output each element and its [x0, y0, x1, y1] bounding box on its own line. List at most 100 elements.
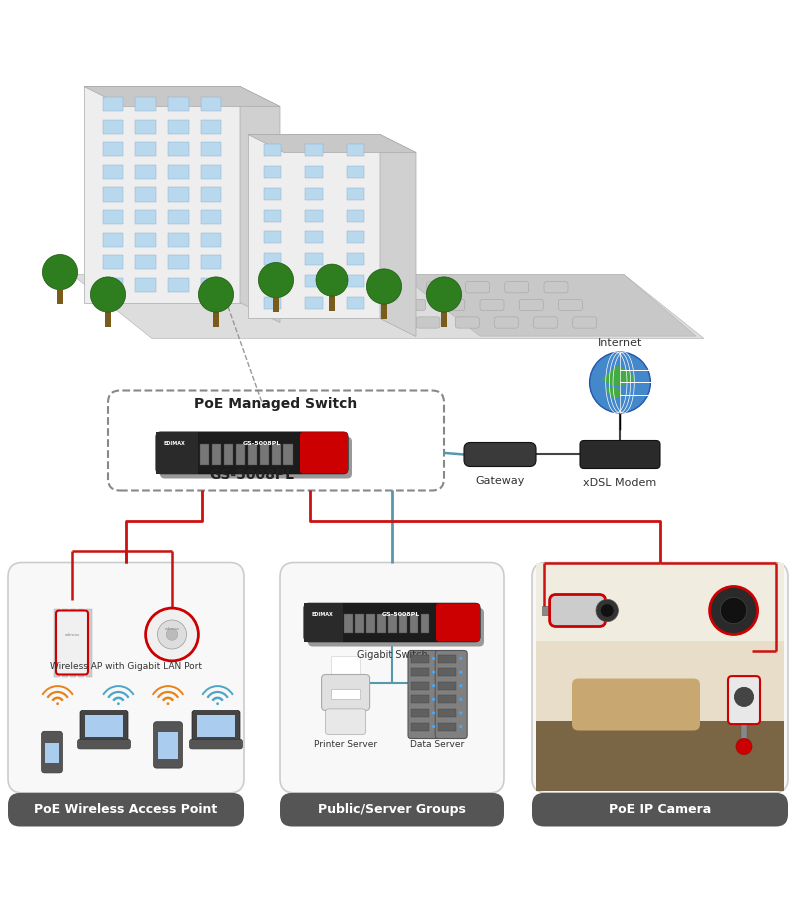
Bar: [306, 275, 322, 287]
FancyBboxPatch shape: [154, 722, 182, 768]
Bar: [388, 614, 397, 634]
Bar: [201, 255, 222, 269]
FancyBboxPatch shape: [56, 611, 88, 674]
Bar: [347, 165, 364, 177]
Text: Printer Server: Printer Server: [314, 740, 377, 749]
Bar: [421, 614, 430, 634]
FancyBboxPatch shape: [402, 299, 426, 311]
Bar: [411, 695, 429, 704]
Bar: [158, 732, 178, 758]
FancyBboxPatch shape: [8, 563, 244, 793]
FancyBboxPatch shape: [304, 604, 480, 642]
Polygon shape: [400, 275, 696, 336]
Bar: [197, 715, 235, 737]
FancyBboxPatch shape: [308, 608, 484, 646]
Bar: [201, 165, 222, 179]
FancyBboxPatch shape: [441, 299, 465, 311]
FancyBboxPatch shape: [532, 563, 788, 793]
Bar: [264, 254, 281, 265]
Bar: [273, 298, 279, 312]
Bar: [102, 143, 123, 156]
FancyBboxPatch shape: [580, 441, 660, 468]
Text: GS-5008PL: GS-5008PL: [242, 441, 281, 446]
Circle shape: [459, 698, 462, 701]
Bar: [62, 609, 68, 677]
Bar: [438, 723, 456, 731]
Circle shape: [459, 712, 462, 714]
FancyBboxPatch shape: [78, 739, 130, 749]
Bar: [78, 609, 84, 677]
Circle shape: [459, 657, 462, 660]
Polygon shape: [248, 135, 416, 153]
Circle shape: [316, 265, 348, 296]
Bar: [70, 609, 76, 677]
Text: EDIMAX: EDIMAX: [164, 441, 186, 446]
FancyBboxPatch shape: [156, 432, 348, 474]
Bar: [201, 120, 222, 134]
FancyBboxPatch shape: [280, 563, 504, 793]
Text: Gigabit Switch: Gigabit Switch: [357, 651, 427, 661]
Circle shape: [166, 703, 170, 705]
Text: xDSL Modem: xDSL Modem: [583, 478, 657, 488]
Bar: [54, 609, 60, 677]
Bar: [201, 143, 222, 156]
FancyBboxPatch shape: [326, 709, 366, 734]
Bar: [135, 143, 156, 156]
Bar: [135, 233, 156, 246]
Bar: [201, 277, 222, 292]
Bar: [86, 609, 92, 677]
Circle shape: [90, 277, 126, 312]
Bar: [304, 604, 342, 642]
Bar: [168, 187, 189, 202]
FancyBboxPatch shape: [435, 651, 467, 738]
Bar: [347, 144, 364, 155]
Bar: [264, 275, 281, 287]
Bar: [441, 312, 447, 326]
Bar: [168, 255, 189, 269]
Circle shape: [366, 269, 402, 305]
Bar: [411, 723, 429, 731]
FancyBboxPatch shape: [464, 443, 536, 466]
Bar: [168, 233, 189, 246]
Circle shape: [432, 657, 435, 660]
Bar: [264, 144, 281, 155]
FancyBboxPatch shape: [192, 711, 240, 741]
Bar: [168, 165, 189, 179]
FancyBboxPatch shape: [190, 739, 242, 749]
Bar: [264, 210, 281, 222]
Bar: [236, 444, 245, 464]
Polygon shape: [248, 135, 380, 318]
Bar: [105, 312, 111, 326]
Bar: [45, 743, 59, 763]
Bar: [135, 255, 156, 269]
Bar: [329, 296, 335, 311]
Bar: [438, 709, 456, 717]
Bar: [347, 187, 364, 200]
Bar: [168, 143, 189, 156]
Circle shape: [459, 724, 462, 728]
Bar: [156, 432, 198, 474]
Circle shape: [596, 599, 618, 622]
Bar: [283, 444, 293, 464]
Circle shape: [736, 738, 752, 754]
Circle shape: [710, 586, 758, 634]
FancyBboxPatch shape: [505, 282, 529, 293]
Bar: [260, 444, 269, 464]
Text: GS-5008PL: GS-5008PL: [382, 612, 420, 616]
Bar: [224, 444, 233, 464]
Bar: [271, 444, 281, 464]
FancyBboxPatch shape: [416, 317, 440, 328]
FancyBboxPatch shape: [42, 732, 62, 773]
Text: GS-5008PL: GS-5008PL: [210, 468, 294, 483]
Bar: [306, 254, 322, 265]
Bar: [85, 715, 123, 737]
Text: PoE IP Camera: PoE IP Camera: [609, 804, 711, 816]
Bar: [331, 689, 360, 698]
Text: Data Server: Data Server: [410, 740, 465, 749]
Bar: [168, 210, 189, 224]
Circle shape: [216, 703, 219, 705]
Bar: [135, 120, 156, 134]
Polygon shape: [602, 365, 635, 385]
Text: Public/Server Groups: Public/Server Groups: [318, 804, 466, 816]
Bar: [366, 614, 374, 634]
